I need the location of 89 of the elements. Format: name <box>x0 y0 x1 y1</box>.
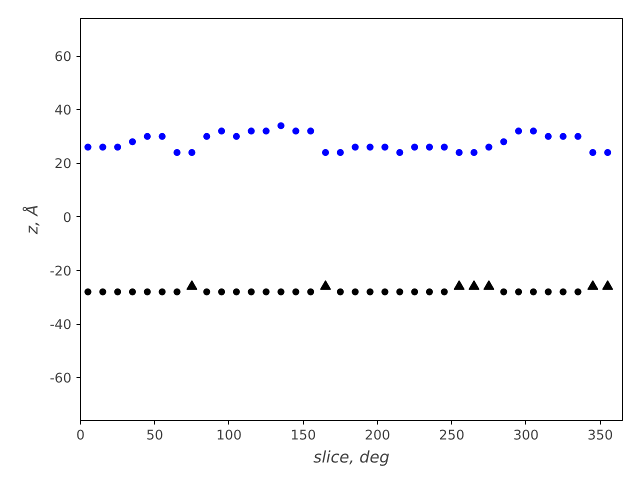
point <box>456 149 463 156</box>
point <box>218 288 226 296</box>
point <box>114 288 122 296</box>
point <box>128 288 136 296</box>
point <box>307 128 314 135</box>
x-tick-label: 200 <box>364 428 390 444</box>
point <box>99 144 106 151</box>
point <box>411 288 418 296</box>
point <box>515 288 522 296</box>
point <box>544 132 552 140</box>
point <box>396 288 404 296</box>
point <box>602 280 614 290</box>
point <box>544 288 552 296</box>
y-tick-label: 20 <box>54 157 72 172</box>
point <box>203 132 210 140</box>
point <box>366 288 374 296</box>
y-tick-label: -40 <box>50 318 72 334</box>
point <box>381 144 388 151</box>
point <box>411 144 418 151</box>
point <box>322 149 330 156</box>
point <box>574 132 582 140</box>
point <box>292 128 300 135</box>
x-tick-label: 100 <box>216 428 242 444</box>
point <box>530 128 537 135</box>
point <box>158 132 166 140</box>
x-tick-label: 350 <box>588 428 613 444</box>
point <box>454 280 465 290</box>
y-tick-label: 0 <box>63 210 72 226</box>
point <box>262 288 270 296</box>
point <box>320 280 332 290</box>
point <box>604 149 612 156</box>
point <box>99 288 106 296</box>
point <box>500 138 508 146</box>
point <box>277 122 284 130</box>
y-tick-label: 60 <box>54 50 72 66</box>
point <box>84 288 92 296</box>
y-tick-label: -60 <box>50 372 72 387</box>
y-tick-label: -20 <box>50 264 72 280</box>
x-tick-label: 300 <box>513 428 539 444</box>
point <box>144 132 151 140</box>
point <box>114 144 122 151</box>
point <box>203 288 210 296</box>
point <box>188 149 196 156</box>
point <box>589 149 596 156</box>
point <box>158 288 166 296</box>
y-axis-title: z, Å <box>22 204 42 236</box>
point <box>248 288 255 296</box>
point <box>485 144 492 151</box>
point <box>530 288 537 296</box>
x-tick-label: 0 <box>76 428 85 444</box>
point <box>587 280 598 290</box>
point <box>352 144 359 151</box>
point <box>426 288 433 296</box>
point <box>574 288 582 296</box>
point <box>307 288 314 296</box>
x-tick-label: 250 <box>439 428 464 444</box>
point <box>144 288 151 296</box>
x-tick-label: 50 <box>146 428 164 444</box>
point <box>262 128 270 135</box>
point <box>500 288 508 296</box>
point <box>560 288 567 296</box>
point <box>218 128 226 135</box>
point <box>336 288 344 296</box>
point <box>426 144 433 151</box>
point <box>515 128 522 135</box>
point <box>128 138 136 146</box>
point <box>186 280 198 290</box>
x-tick-label: 150 <box>290 428 316 444</box>
point <box>277 288 284 296</box>
point <box>292 288 300 296</box>
point <box>232 288 240 296</box>
x-axis-title: slice, deg <box>313 448 390 466</box>
y-tick-label: 40 <box>54 104 72 119</box>
point <box>483 280 494 290</box>
point <box>440 288 448 296</box>
point <box>174 288 181 296</box>
point <box>84 144 92 151</box>
point <box>174 149 181 156</box>
point <box>396 149 404 156</box>
point <box>352 288 359 296</box>
point <box>248 128 255 135</box>
point <box>381 288 388 296</box>
point <box>336 149 344 156</box>
point <box>468 280 480 290</box>
point <box>232 132 240 140</box>
point <box>366 144 374 151</box>
point <box>440 144 448 151</box>
point <box>470 149 478 156</box>
point <box>560 132 567 140</box>
